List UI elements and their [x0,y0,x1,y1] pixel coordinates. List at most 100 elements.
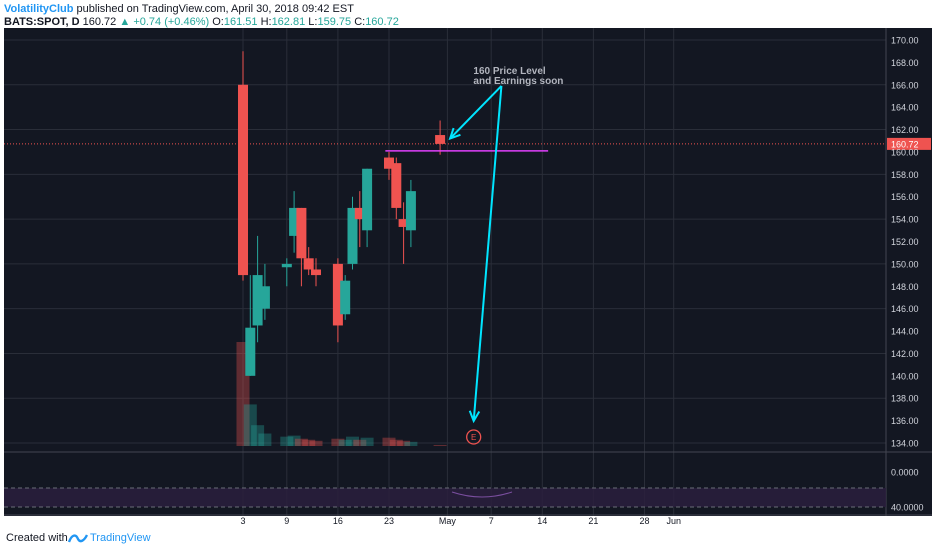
price-tick-label: 156.00 [891,192,919,202]
publish-info: VolatilityClub published on TradingView.… [4,3,354,15]
volume-bar [382,437,396,446]
last-price-badge [887,137,931,150]
annotation-line-1[interactable]: 160 Price Level [473,66,545,77]
earnings-icon[interactable] [466,429,482,445]
price-tick-label: 134.00 [891,439,919,449]
candle-body [281,263,292,268]
candle-body [252,275,263,326]
date-tick-label: 16 [333,516,343,526]
candle [245,275,256,376]
last-price-value: 160.72 [82,16,117,28]
annotation-arrow-to-earnings[interactable] [472,85,503,422]
volume-bar [353,439,367,446]
volume-bar [404,441,418,446]
candle [398,202,409,264]
candle-body [332,263,343,326]
candle-body [391,163,402,208]
price-tick-label: 150.00 [891,259,919,269]
candle [405,179,416,248]
brand-link[interactable]: TradingView [90,532,151,544]
volume-bar [338,439,352,446]
open-label: O: [212,16,224,28]
author-name[interactable]: VolatilityClub [4,3,74,15]
price-tick-label: 152.00 [891,237,919,247]
volume-bar [258,433,272,446]
annotation-line-2[interactable]: and Earnings soon [473,76,563,87]
close-label: C: [354,16,366,28]
price-tick-label: 138.00 [891,394,919,404]
candle [435,120,446,155]
date-tick-label: 21 [588,516,598,526]
candle [281,258,292,287]
price-tick-label: 160.00 [891,147,919,157]
candle [311,258,321,287]
volume-bar [309,440,323,446]
close-value: 160.72 [365,16,399,28]
volume-bar [433,444,447,446]
date-tick-label: 3 [240,516,245,526]
candle-body [405,191,416,231]
volume-bar [251,425,265,446]
date-tick-label: 23 [384,516,394,526]
high-value: 162.81 [271,16,306,28]
candle-body [398,219,409,227]
indicator-tick-label: 40.0000 [891,503,924,513]
candle-body [259,286,270,309]
axes: 170.00 168.00 166.00 164.00 162.00 160.00 158.… [240,36,923,527]
price-tick-label: 144.00 [891,327,919,337]
annotation-arrow-to-earnings-head [468,410,481,424]
symbol-name: BATS:SPOT, D [4,16,80,28]
candle [340,275,351,320]
price-tick-label: 158.00 [891,170,919,180]
grid [4,28,932,516]
price-tick-label: 154.00 [891,215,919,225]
price-tick-label: 136.00 [891,416,919,426]
volume-bar [243,404,257,446]
plot-background [4,28,886,516]
candle [354,191,365,248]
candle [289,191,300,253]
date-tick-label: Jun [666,516,681,526]
price-tick-label: 170.00 [891,36,919,46]
candle [296,207,307,287]
price-tick-label: 146.00 [891,304,919,314]
publish-text: published on TradingView.com, April 30, … [73,3,354,15]
indicator-tick-label: 0.0000 [891,468,919,478]
candle [384,151,394,180]
volume-bar [389,439,403,446]
open-value: 161.51 [223,16,258,28]
candle-body [296,207,307,259]
change-value: +0.74 (+0.46%) [133,16,210,28]
candle-body [362,168,373,231]
footer: Created with TradingView [0,526,932,550]
candle-body [384,157,394,169]
annotation-arrow-to-price-head [448,127,461,141]
last-price-label: 160.72 [891,139,919,149]
candle-body [435,135,446,144]
price-tick-label: 164.00 [891,103,919,113]
candle-body [311,269,321,276]
date-tick-label: 7 [489,516,494,526]
candle [391,157,402,220]
candle-body [354,207,365,220]
tradingview-logo-icon [68,534,88,543]
candle-body [238,84,248,276]
annotation-arrow-to-price[interactable] [449,85,503,140]
date-tick-label: 14 [537,516,547,526]
volume-bar [294,438,308,446]
volume-bar [287,435,301,446]
earnings-label: E [471,433,476,442]
symbol-legend: BATS:SPOT, D 160.72 ▲ +0.74 (+0.46%) O:1… [4,16,399,28]
low-label: L: [308,16,318,28]
candle [252,235,263,343]
date-tick-label: May [439,516,457,526]
candle-body [340,280,351,315]
price-tick-label: 162.00 [891,125,919,135]
high-label: H: [260,16,272,28]
candle [347,196,358,270]
volume-bar [331,438,345,446]
price-tick-label: 142.00 [891,349,919,359]
